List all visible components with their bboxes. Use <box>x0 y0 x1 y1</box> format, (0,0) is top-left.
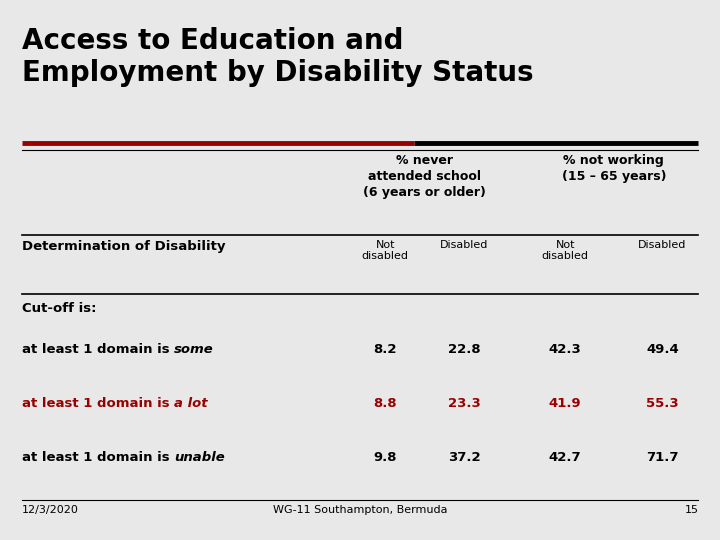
Text: 71.7: 71.7 <box>646 451 679 464</box>
Text: % not working
(15 – 65 years): % not working (15 – 65 years) <box>562 154 666 183</box>
Text: % never
attended school
(6 years or older): % never attended school (6 years or olde… <box>364 154 486 199</box>
Text: 49.4: 49.4 <box>646 343 679 356</box>
Text: 41.9: 41.9 <box>549 397 582 410</box>
Text: at least 1 domain is: at least 1 domain is <box>22 397 174 410</box>
Text: at least 1 domain is: at least 1 domain is <box>22 343 174 356</box>
Text: at least 1 domain is: at least 1 domain is <box>22 451 174 464</box>
Text: 12/3/2020: 12/3/2020 <box>22 505 78 515</box>
Text: Cut-off is:: Cut-off is: <box>22 302 96 315</box>
Text: 15: 15 <box>685 505 698 515</box>
Text: Disabled: Disabled <box>638 240 687 251</box>
Text: Determination of Disability: Determination of Disability <box>22 240 225 253</box>
Text: Not
disabled: Not disabled <box>361 240 409 261</box>
Text: Disabled: Disabled <box>440 240 489 251</box>
Text: 55.3: 55.3 <box>646 397 679 410</box>
Text: 8.2: 8.2 <box>374 343 397 356</box>
Text: WG-11 Southampton, Bermuda: WG-11 Southampton, Bermuda <box>273 505 447 515</box>
Text: Access to Education and
Employment by Disability Status: Access to Education and Employment by Di… <box>22 27 534 87</box>
Text: 8.8: 8.8 <box>374 397 397 410</box>
Text: 22.8: 22.8 <box>448 343 481 356</box>
Text: Not
disabled: Not disabled <box>541 240 589 261</box>
Text: 42.3: 42.3 <box>549 343 582 356</box>
Text: unable: unable <box>174 451 225 464</box>
Text: a lot: a lot <box>174 397 207 410</box>
Text: 9.8: 9.8 <box>374 451 397 464</box>
Text: some: some <box>174 343 214 356</box>
Text: 42.7: 42.7 <box>549 451 582 464</box>
Text: 37.2: 37.2 <box>448 451 481 464</box>
Text: 23.3: 23.3 <box>448 397 481 410</box>
